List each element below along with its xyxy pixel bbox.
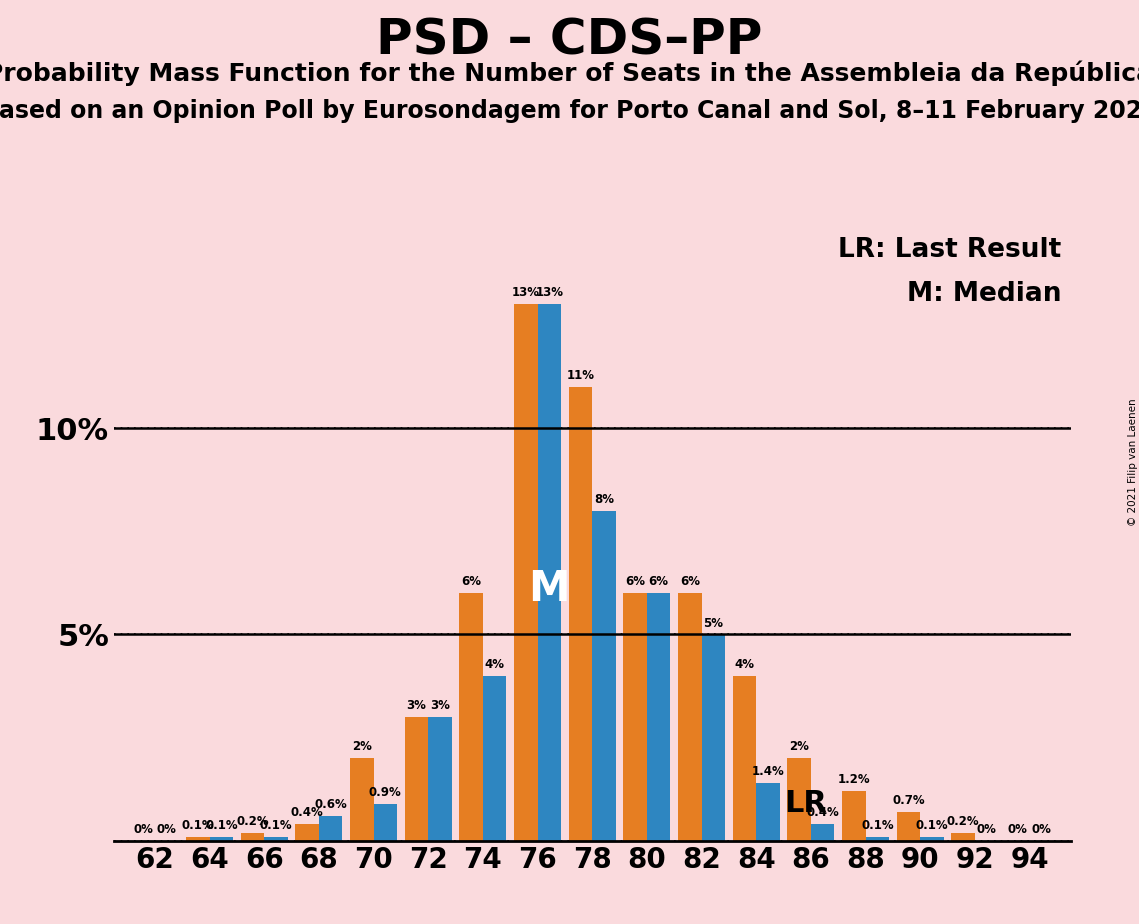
- Bar: [459, 593, 483, 841]
- Bar: [592, 511, 616, 841]
- Text: 6%: 6%: [649, 576, 669, 589]
- Bar: [702, 635, 726, 841]
- Text: 6%: 6%: [680, 576, 699, 589]
- Bar: [514, 304, 538, 841]
- Text: 1.2%: 1.2%: [837, 773, 870, 786]
- Text: 4%: 4%: [485, 658, 505, 671]
- Bar: [920, 837, 944, 841]
- Text: 5%: 5%: [704, 616, 723, 629]
- Text: 0%: 0%: [977, 823, 997, 836]
- Text: 13%: 13%: [535, 286, 564, 299]
- Bar: [842, 791, 866, 841]
- Bar: [951, 833, 975, 841]
- Text: 13%: 13%: [511, 286, 540, 299]
- Text: LR: LR: [785, 789, 827, 818]
- Bar: [623, 593, 647, 841]
- Bar: [264, 837, 288, 841]
- Text: 0.1%: 0.1%: [181, 819, 214, 832]
- Text: 0.7%: 0.7%: [892, 794, 925, 807]
- Text: 2%: 2%: [789, 740, 809, 753]
- Bar: [647, 593, 671, 841]
- Bar: [374, 804, 398, 841]
- Bar: [483, 675, 507, 841]
- Text: 2%: 2%: [352, 740, 371, 753]
- Text: 0.4%: 0.4%: [290, 807, 323, 820]
- Text: 6%: 6%: [461, 576, 481, 589]
- Text: 0.9%: 0.9%: [369, 785, 402, 798]
- Bar: [896, 812, 920, 841]
- Text: © 2021 Filip van Laenen: © 2021 Filip van Laenen: [1128, 398, 1138, 526]
- Text: Based on an Opinion Poll by Eurosondagem for Porto Canal and Sol, 8–11 February : Based on an Opinion Poll by Eurosondagem…: [0, 99, 1139, 123]
- Text: Probability Mass Function for the Number of Seats in the Assembleia da República: Probability Mass Function for the Number…: [0, 60, 1139, 86]
- Bar: [678, 593, 702, 841]
- Text: 0%: 0%: [1008, 823, 1027, 836]
- Bar: [787, 759, 811, 841]
- Bar: [319, 816, 343, 841]
- Text: 0.2%: 0.2%: [236, 815, 269, 828]
- Text: 0.1%: 0.1%: [861, 819, 894, 832]
- Text: 8%: 8%: [595, 492, 614, 505]
- Text: 0%: 0%: [157, 823, 177, 836]
- Bar: [811, 824, 835, 841]
- Bar: [186, 837, 210, 841]
- Text: 1.4%: 1.4%: [752, 765, 785, 778]
- Bar: [538, 304, 562, 841]
- Bar: [732, 675, 756, 841]
- Text: 0%: 0%: [133, 823, 153, 836]
- Bar: [404, 717, 428, 841]
- Text: M: M: [528, 567, 571, 610]
- Text: 6%: 6%: [625, 576, 645, 589]
- Text: 0%: 0%: [1032, 823, 1051, 836]
- Text: 0.1%: 0.1%: [205, 819, 238, 832]
- Bar: [428, 717, 452, 841]
- Text: 3%: 3%: [407, 699, 426, 712]
- Bar: [568, 387, 592, 841]
- Bar: [866, 837, 890, 841]
- Text: 0.2%: 0.2%: [947, 815, 980, 828]
- Bar: [756, 783, 780, 841]
- Text: 4%: 4%: [735, 658, 754, 671]
- Bar: [295, 824, 319, 841]
- Text: 3%: 3%: [431, 699, 450, 712]
- Text: 11%: 11%: [566, 369, 595, 382]
- Text: 0.1%: 0.1%: [260, 819, 293, 832]
- Text: 0.6%: 0.6%: [314, 798, 347, 811]
- Bar: [240, 833, 264, 841]
- Bar: [210, 837, 233, 841]
- Text: M: Median: M: Median: [907, 281, 1062, 307]
- Bar: [350, 759, 374, 841]
- Text: LR: Last Result: LR: Last Result: [838, 237, 1062, 263]
- Text: PSD – CDS–PP: PSD – CDS–PP: [376, 17, 763, 65]
- Text: 0.4%: 0.4%: [806, 807, 839, 820]
- Text: 0.1%: 0.1%: [916, 819, 949, 832]
